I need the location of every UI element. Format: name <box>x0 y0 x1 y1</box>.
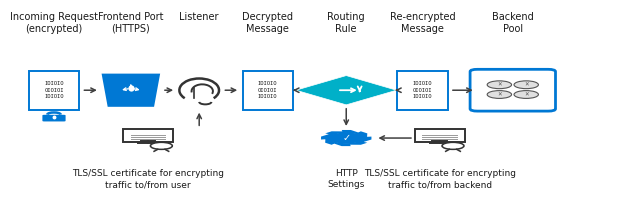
Circle shape <box>150 142 172 149</box>
Circle shape <box>330 133 362 143</box>
Text: TLS/SSL certificate for encrypting
traffic to/from user: TLS/SSL certificate for encrypting traff… <box>72 169 224 189</box>
Text: ✕: ✕ <box>497 82 502 87</box>
Text: Backend
Pool: Backend Pool <box>492 12 534 34</box>
Text: ✕: ✕ <box>524 92 529 97</box>
FancyBboxPatch shape <box>470 69 555 111</box>
Polygon shape <box>296 76 397 105</box>
Text: IOIOIO
OIOIOI
IOIOIO: IOIOIO OIOIOI IOIOIO <box>44 81 64 99</box>
Text: HTTP
Settings: HTTP Settings <box>328 169 365 189</box>
Circle shape <box>514 81 539 89</box>
Text: ✕: ✕ <box>524 82 529 87</box>
Circle shape <box>487 91 512 98</box>
Text: Re-encrypted
Message: Re-encrypted Message <box>389 12 456 34</box>
Polygon shape <box>102 74 160 107</box>
Circle shape <box>329 132 364 144</box>
FancyBboxPatch shape <box>397 71 447 110</box>
Circle shape <box>487 81 512 89</box>
Text: Routing
Rule: Routing Rule <box>328 12 365 34</box>
FancyBboxPatch shape <box>243 71 293 110</box>
Text: Decrypted
Message: Decrypted Message <box>242 12 293 34</box>
Text: Listener: Listener <box>180 12 219 22</box>
Text: ✓: ✓ <box>342 133 350 143</box>
FancyBboxPatch shape <box>123 129 173 142</box>
Circle shape <box>442 142 464 149</box>
Circle shape <box>514 91 539 98</box>
FancyBboxPatch shape <box>414 129 465 142</box>
Text: TLS/SSL certificate for encrypting
traffic to/from backend: TLS/SSL certificate for encrypting traff… <box>364 169 515 189</box>
Text: Incoming Request
(encrypted): Incoming Request (encrypted) <box>10 12 98 34</box>
Polygon shape <box>321 130 371 146</box>
Text: IOIOIO
OIOIOI
IOIOIO: IOIOIO OIOIOI IOIOIO <box>258 81 277 99</box>
FancyBboxPatch shape <box>29 71 79 110</box>
FancyBboxPatch shape <box>42 115 66 121</box>
Text: Frontend Port
(HTTPS): Frontend Port (HTTPS) <box>98 12 163 34</box>
Text: IOIOIO
OIOIOI
IOIOIO: IOIOIO OIOIOI IOIOIO <box>412 81 432 99</box>
Text: ✕: ✕ <box>497 92 502 97</box>
